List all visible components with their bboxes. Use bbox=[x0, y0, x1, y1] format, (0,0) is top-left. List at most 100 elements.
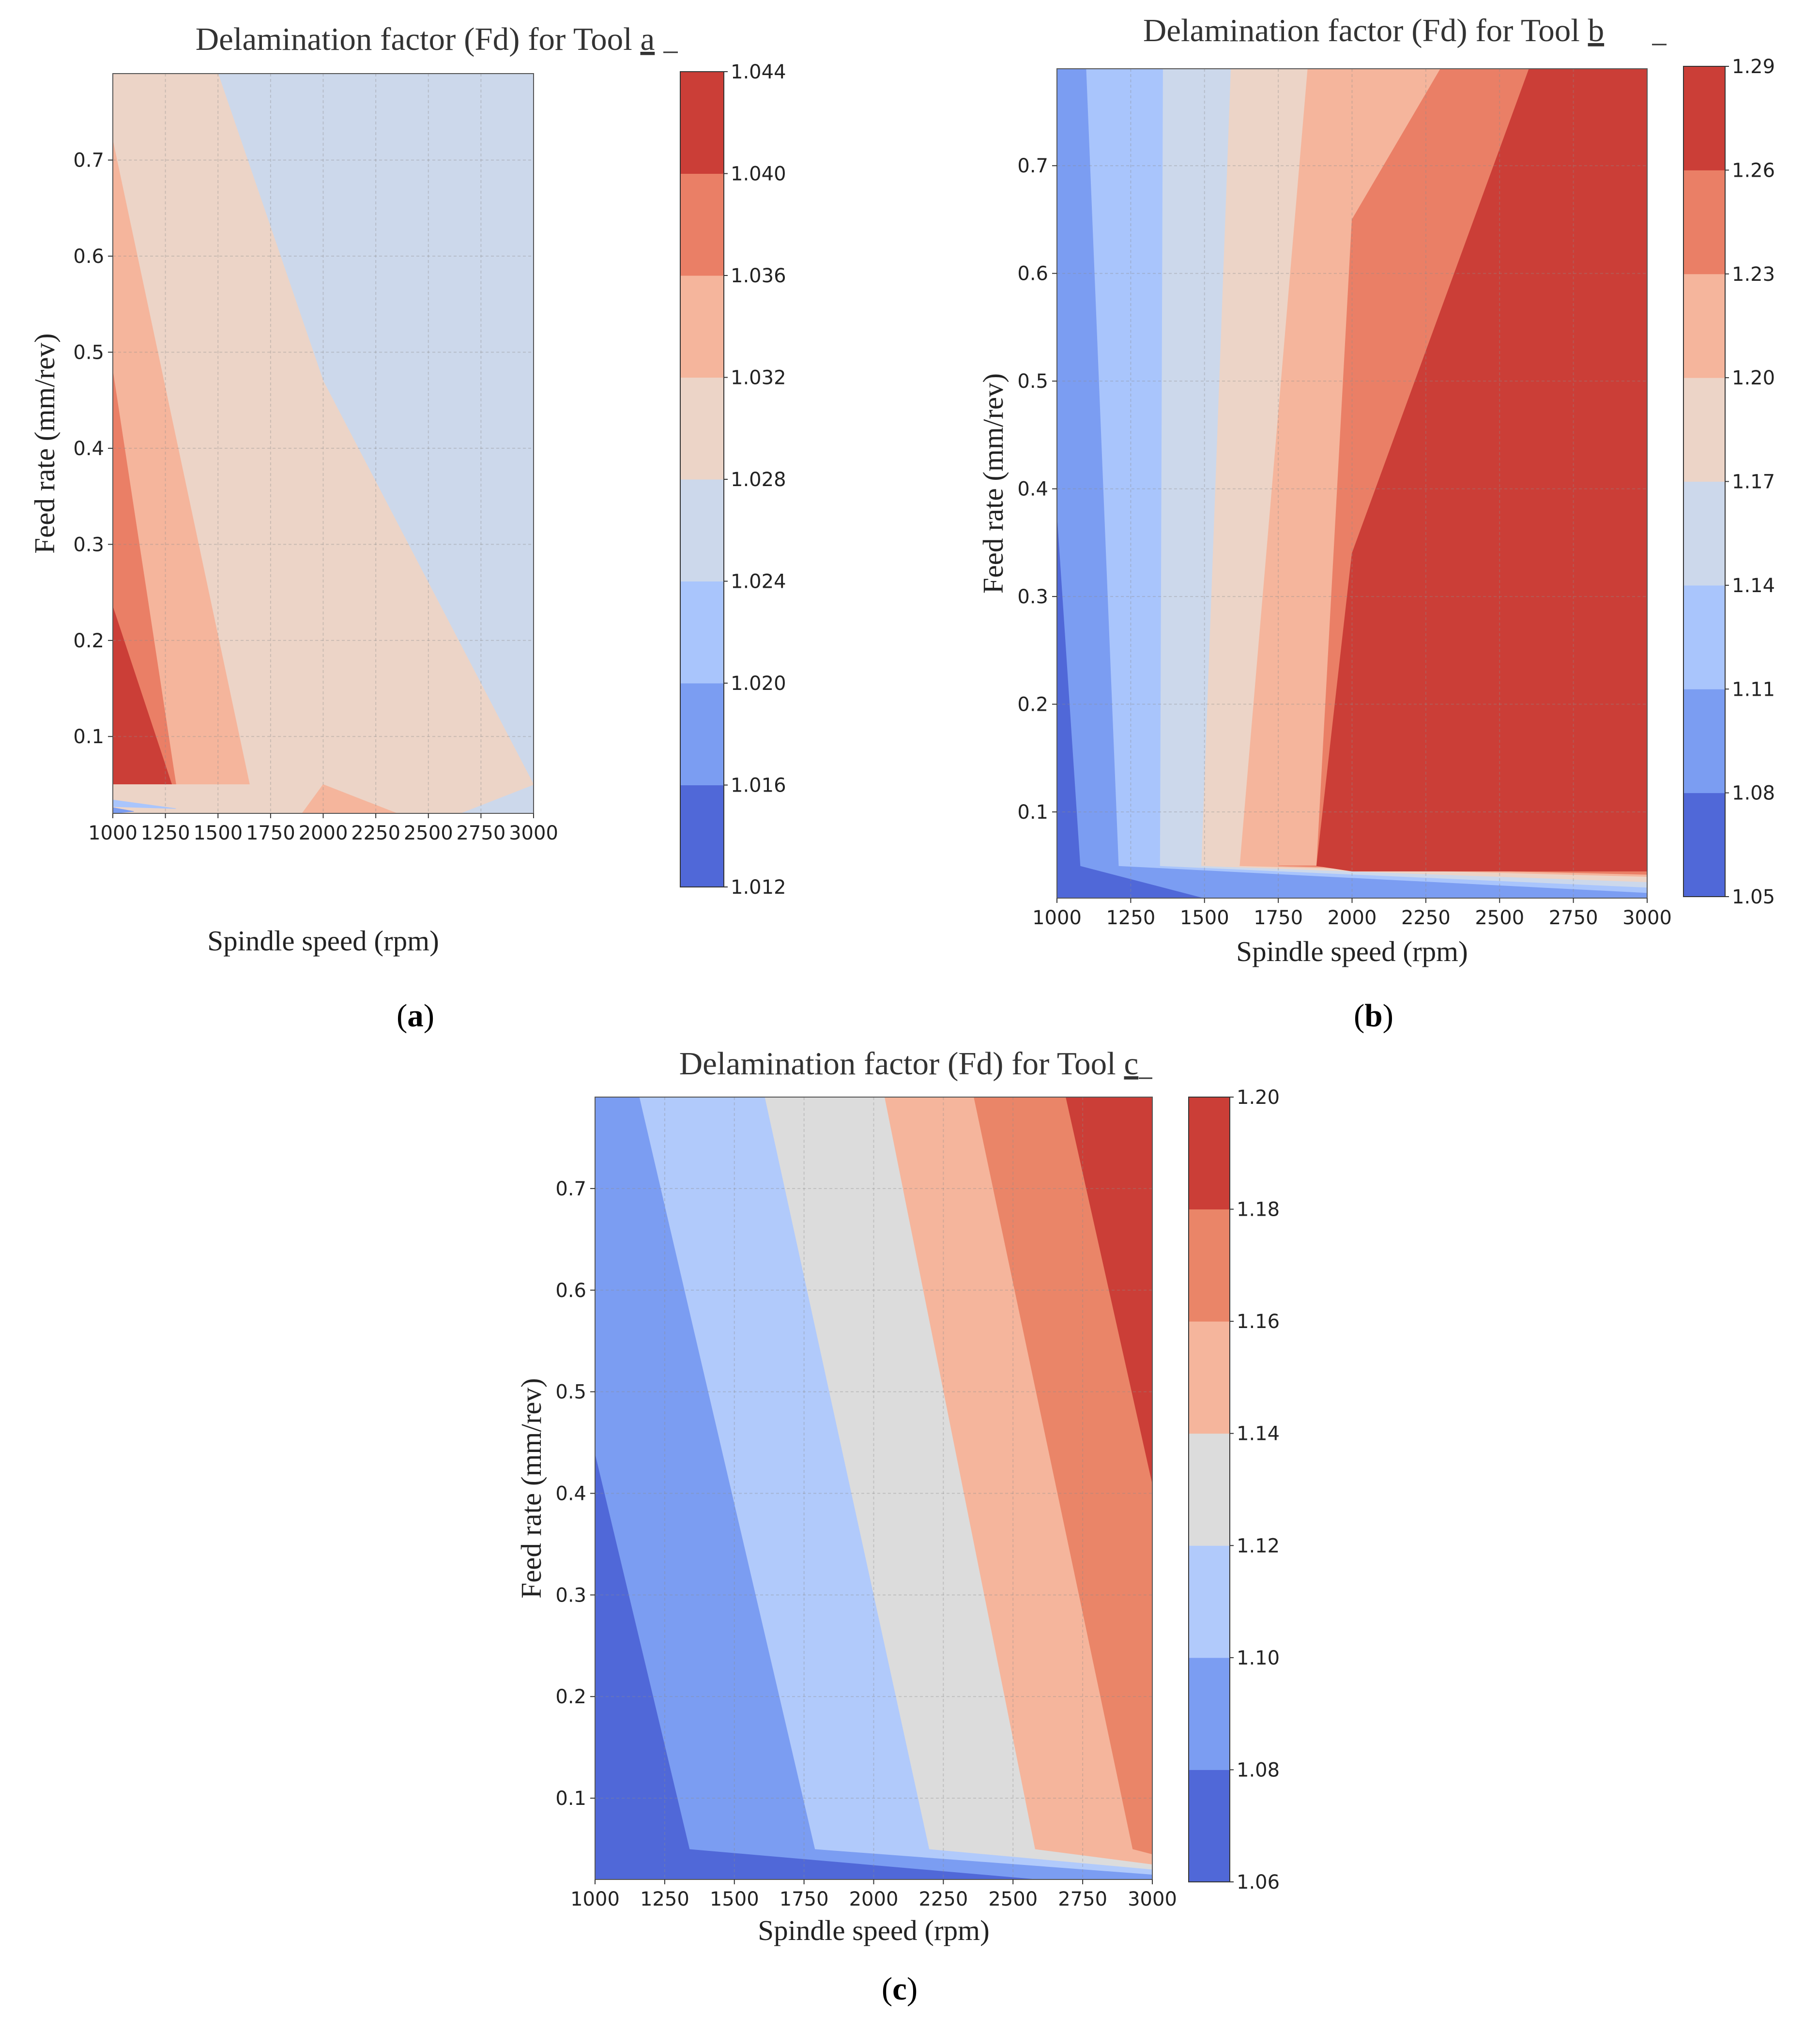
colorbar-segment bbox=[1189, 1433, 1230, 1546]
colorbar-segment bbox=[1683, 274, 1725, 378]
gridlines bbox=[595, 1097, 1152, 1879]
colorbar-segment bbox=[1683, 585, 1725, 689]
x-tick-label: 1250 bbox=[141, 822, 190, 844]
colorbar-segment bbox=[680, 581, 724, 684]
colorbar-tick-label: 1.020 bbox=[731, 672, 786, 695]
x-axis-label: Spindle speed (rpm) bbox=[1236, 935, 1468, 967]
colorbar-segment bbox=[1189, 1209, 1230, 1322]
x-tick-label: 1000 bbox=[88, 822, 138, 844]
panel-label: (b) bbox=[1354, 998, 1393, 1034]
colorbar-segment bbox=[680, 173, 724, 276]
x-tick-label: 2250 bbox=[351, 822, 400, 844]
colorbar-segment bbox=[1189, 1321, 1230, 1434]
x-tick-label: 1000 bbox=[1032, 907, 1082, 929]
x-tick-label: 2750 bbox=[1549, 907, 1598, 929]
y-tick-label: 0.3 bbox=[73, 534, 104, 556]
colorbar-segment bbox=[1683, 66, 1725, 170]
colorbar-segment bbox=[1189, 1097, 1230, 1210]
colorbar-tick-label: 1.26 bbox=[1732, 159, 1775, 182]
contour-fill bbox=[595, 1097, 1152, 1879]
x-tick-label: 1250 bbox=[1106, 907, 1155, 929]
colorbar-tick-label: 1.23 bbox=[1732, 263, 1775, 286]
colorbar-segment bbox=[680, 275, 724, 378]
colorbar-segment bbox=[1189, 1545, 1230, 1658]
x-tick-label: 3000 bbox=[509, 822, 558, 844]
colorbar-tick-label: 1.14 bbox=[1237, 1423, 1280, 1445]
x-tick-label: 1250 bbox=[640, 1888, 689, 1910]
x-tick-label: 1000 bbox=[570, 1888, 620, 1910]
chart-title: Delamination factor (Fd) for Tool a bbox=[196, 21, 655, 57]
y-axis-label: Feed rate (mm/rev) bbox=[977, 373, 1009, 594]
colorbar-tick-label: 1.012 bbox=[731, 876, 786, 899]
colorbar: 1.012 1.016 1.020 1.024 1.028 1.032 1.036 1.040… bbox=[680, 61, 786, 899]
contour-fill bbox=[1057, 69, 1647, 898]
x-tick-label: 1500 bbox=[1180, 907, 1229, 929]
colorbar-tick-label: 1.18 bbox=[1237, 1199, 1280, 1221]
x-tick-label: 3000 bbox=[1622, 907, 1672, 929]
x-tick-label: 2250 bbox=[918, 1888, 968, 1910]
colorbar-tick-label: 1.12 bbox=[1237, 1535, 1280, 1557]
colorbar-tick-label: 1.29 bbox=[1732, 56, 1775, 78]
contour-region-level-4 bbox=[113, 74, 534, 813]
colorbar-segment bbox=[1683, 170, 1725, 275]
gridlines bbox=[1057, 69, 1647, 898]
colorbar-segment bbox=[1683, 481, 1725, 586]
colorbar-tick-label: 1.016 bbox=[731, 775, 786, 797]
y-tick-label: 0.6 bbox=[1017, 263, 1048, 285]
chart-title: Delamination factor (Fd) for Tool b bbox=[1143, 13, 1604, 48]
colorbar-tick-label: 1.16 bbox=[1237, 1311, 1280, 1333]
x-tick-label: 2000 bbox=[299, 822, 348, 844]
x-tick-label: 2500 bbox=[404, 822, 453, 844]
colorbar-tick-label: 1.028 bbox=[731, 469, 786, 491]
x-axis-label: Spindle speed (rpm) bbox=[758, 1914, 989, 1946]
panel-label: (c) bbox=[882, 1971, 918, 2007]
colorbar-tick-label: 1.08 bbox=[1237, 1759, 1280, 1781]
colorbar-segment bbox=[1683, 378, 1725, 482]
colorbar-segment bbox=[1683, 689, 1725, 794]
colorbar-tick-label: 1.036 bbox=[731, 265, 786, 287]
colorbar-tick-label: 1.20 bbox=[1732, 367, 1775, 389]
panel-label: (a) bbox=[397, 998, 434, 1034]
contour-region-level-2 bbox=[113, 799, 176, 809]
y-tick-label: 0.2 bbox=[1017, 694, 1048, 716]
y-tick-label: 0.5 bbox=[73, 341, 104, 364]
x-tick-label: 2750 bbox=[456, 822, 505, 844]
colorbar-tick-label: 1.06 bbox=[1237, 1871, 1280, 1894]
y-tick-label: 0.1 bbox=[555, 1787, 586, 1810]
colorbar: 1.06 1.08 1.10 1.12 1.14 1.16 1.18 1.20 bbox=[1188, 1086, 1280, 1894]
colorbar-tick-label: 1.17 bbox=[1732, 471, 1775, 493]
colorbar-tick-label: 1.05 bbox=[1732, 886, 1775, 908]
colorbar-segment bbox=[680, 377, 724, 480]
colorbar-frame bbox=[1188, 1097, 1230, 1882]
chart-panel-c: 1000 1250 1500 1750 2000 2250 2500 2750 3000 0.1 0… bbox=[515, 1046, 1280, 1946]
colorbar-tick-label: 1.040 bbox=[731, 163, 786, 185]
y-tick-label: 0.7 bbox=[1017, 155, 1048, 177]
y-tick-label: 0.5 bbox=[555, 1381, 586, 1404]
colorbar: 1.05 1.08 1.11 1.14 1.17 1.20 1.23 1.26 1.29 bbox=[1683, 56, 1775, 908]
x-tick-label: 2500 bbox=[988, 1888, 1038, 1910]
y-axis-label: Feed rate (mm/rev) bbox=[29, 333, 61, 553]
y-tick-label: 0.6 bbox=[73, 245, 104, 268]
contour-region-level-1 bbox=[113, 807, 134, 813]
chart-title: Delamination factor (Fd) for Tool c bbox=[679, 1046, 1139, 1082]
colorbar-segment bbox=[680, 683, 724, 785]
colorbar-tick-label: 1.20 bbox=[1237, 1086, 1280, 1109]
y-axis-label: Feed rate (mm/rev) bbox=[515, 1378, 547, 1598]
x-tick-label: 2500 bbox=[1475, 907, 1524, 929]
chart-panel-b: 1000 1250 1500 1750 2000 2250 2500 2750 3000 0.1 0… bbox=[977, 13, 1775, 967]
colorbar-segment bbox=[680, 72, 724, 174]
y-tick-label: 0.3 bbox=[555, 1584, 586, 1606]
x-tick-label: 2000 bbox=[849, 1888, 899, 1910]
x-axis-label: Spindle speed (rpm) bbox=[207, 925, 439, 957]
contour-region-level-5 bbox=[302, 784, 397, 813]
colorbar-tick-label: 1.14 bbox=[1732, 575, 1775, 597]
colorbar-tick-label: 1.11 bbox=[1732, 678, 1775, 701]
x-tick-label: 3000 bbox=[1128, 1888, 1177, 1910]
y-tick-label: 0.7 bbox=[555, 1178, 586, 1200]
colorbar-tick-label: 1.10 bbox=[1237, 1647, 1280, 1669]
contour-region-level-7 bbox=[1316, 69, 1647, 871]
contour-region-level-4 bbox=[113, 784, 313, 797]
colorbar-segment bbox=[1189, 1770, 1230, 1882]
chart-panel-a: 1000 1250 1500 1750 2000 2250 2500 2750 3000 0.1 0… bbox=[29, 21, 786, 957]
y-tick-label: 0.1 bbox=[1017, 801, 1048, 824]
